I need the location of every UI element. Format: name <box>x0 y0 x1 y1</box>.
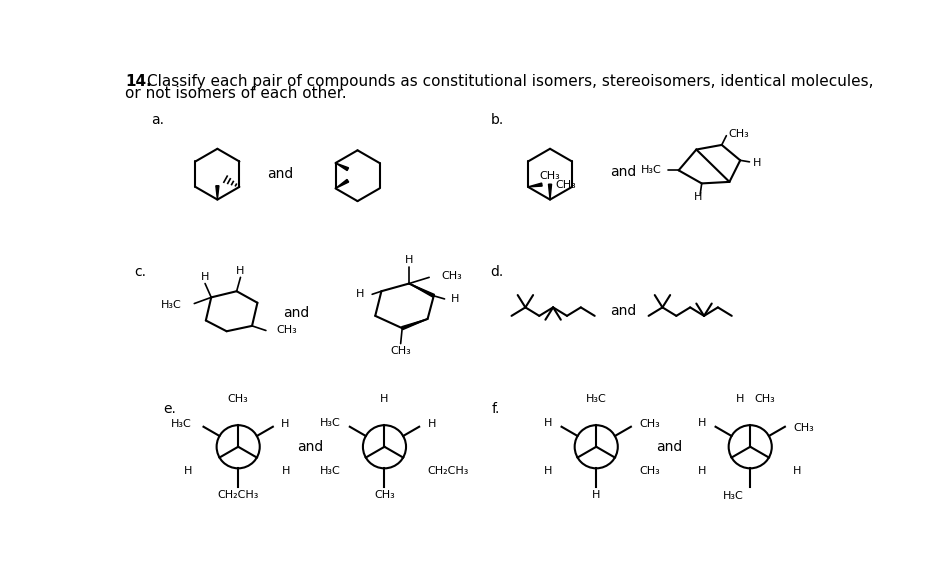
Text: H₃C: H₃C <box>171 419 192 428</box>
Text: 14.: 14. <box>125 74 152 89</box>
Text: H: H <box>592 490 600 500</box>
Text: and: and <box>656 440 682 454</box>
Text: H: H <box>698 466 706 477</box>
Text: H: H <box>380 394 389 404</box>
Text: and: and <box>267 167 294 181</box>
Polygon shape <box>528 183 542 187</box>
Polygon shape <box>549 184 552 200</box>
Text: and: and <box>282 306 309 320</box>
Polygon shape <box>216 186 219 200</box>
Text: c.: c. <box>134 265 146 279</box>
Text: H: H <box>184 466 192 477</box>
Text: and: and <box>610 305 637 318</box>
Text: d.: d. <box>491 265 504 279</box>
Text: CH₃: CH₃ <box>391 346 411 356</box>
Text: H: H <box>793 466 802 477</box>
Text: CH₃: CH₃ <box>728 129 748 139</box>
Text: CH₂CH₃: CH₂CH₃ <box>428 466 469 477</box>
Text: H₃C: H₃C <box>320 418 340 428</box>
Text: CH₃: CH₃ <box>442 271 462 281</box>
Polygon shape <box>402 319 428 329</box>
Polygon shape <box>336 179 349 188</box>
Text: H: H <box>752 157 761 168</box>
Text: H: H <box>404 255 413 265</box>
Polygon shape <box>336 163 349 170</box>
Text: CH₃: CH₃ <box>639 466 660 477</box>
Text: CH₃: CH₃ <box>227 394 249 404</box>
Text: H₃C: H₃C <box>161 300 182 310</box>
Text: CH₃: CH₃ <box>374 490 395 500</box>
Text: H: H <box>544 466 553 477</box>
Text: e.: e. <box>163 402 176 416</box>
Text: H: H <box>282 466 291 477</box>
Text: CH₃: CH₃ <box>540 171 560 182</box>
Text: H: H <box>544 418 553 428</box>
Text: CH₃: CH₃ <box>755 394 775 404</box>
Text: and: and <box>610 165 637 179</box>
Text: H: H <box>428 419 436 430</box>
Text: Classify each pair of compounds as constitutional isomers, stereoisomers, identi: Classify each pair of compounds as const… <box>146 74 873 89</box>
Text: or not isomers of each other.: or not isomers of each other. <box>125 87 347 101</box>
Text: CH₃: CH₃ <box>639 419 660 430</box>
Text: b.: b. <box>491 113 504 127</box>
Text: H₃C: H₃C <box>586 394 607 404</box>
Text: f.: f. <box>491 402 500 416</box>
Text: H: H <box>356 289 364 299</box>
Text: CH₃: CH₃ <box>277 325 297 336</box>
Text: a.: a. <box>151 113 164 127</box>
Text: CH₃: CH₃ <box>555 179 576 190</box>
Text: H: H <box>281 419 290 428</box>
Text: H: H <box>201 272 210 282</box>
Text: H: H <box>237 266 245 276</box>
Text: H₃C: H₃C <box>320 466 340 477</box>
Text: H₃C: H₃C <box>641 165 662 175</box>
Text: CH₃: CH₃ <box>793 423 814 434</box>
Polygon shape <box>409 284 434 297</box>
Text: H₃C: H₃C <box>723 491 744 501</box>
Text: CH₂CH₃: CH₂CH₃ <box>217 490 259 500</box>
Text: H: H <box>735 394 744 404</box>
Text: H: H <box>698 418 706 428</box>
Text: and: and <box>296 440 322 454</box>
Text: H: H <box>451 294 459 304</box>
Text: H: H <box>693 192 702 202</box>
